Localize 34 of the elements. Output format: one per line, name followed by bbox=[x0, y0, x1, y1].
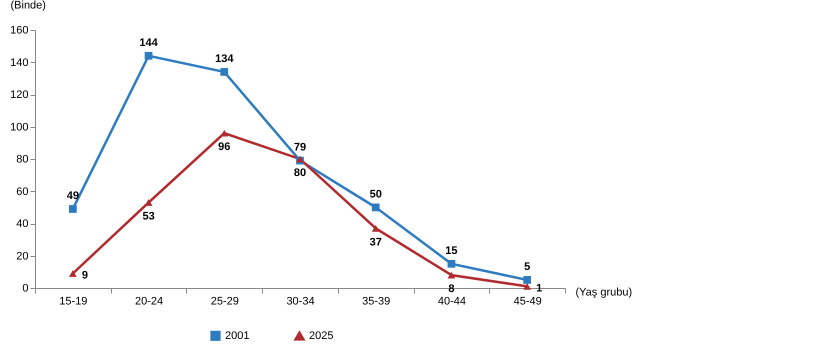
legend-label: 2025 bbox=[309, 330, 334, 342]
y-axis-title: (Binde) bbox=[10, 0, 46, 12]
y-tick-label: 160 bbox=[10, 24, 28, 36]
x-tick-label: 35-39 bbox=[362, 296, 390, 308]
data-label: 50 bbox=[370, 188, 382, 200]
data-label: 80 bbox=[294, 167, 306, 179]
legend-label: 2001 bbox=[225, 330, 250, 342]
y-tick-label: 140 bbox=[10, 56, 28, 69]
data-label: 37 bbox=[370, 236, 382, 248]
x-tick-label: 25-29 bbox=[210, 296, 239, 308]
x-tick-label: 45-49 bbox=[514, 296, 542, 308]
y-tick-label: 60 bbox=[16, 186, 28, 198]
y-tick-label: 80 bbox=[16, 154, 28, 166]
data-label: 96 bbox=[218, 141, 230, 154]
data-label: 15 bbox=[445, 244, 458, 257]
data-label: 134 bbox=[215, 52, 234, 65]
data-label: 144 bbox=[139, 36, 159, 49]
y-tick-label: 0 bbox=[22, 282, 28, 294]
x-tick-label: 15-19 bbox=[59, 296, 88, 308]
data-label: 5 bbox=[524, 260, 530, 273]
data-label: 53 bbox=[142, 210, 155, 223]
data-label: 79 bbox=[294, 142, 306, 154]
x-tick-label: 40-44 bbox=[438, 296, 466, 308]
data-label: 49 bbox=[66, 190, 79, 202]
x-tick-label: 20-24 bbox=[135, 296, 164, 308]
data-label: 8 bbox=[448, 283, 454, 296]
x-axis-title: (Yaş grubu) bbox=[576, 286, 632, 298]
y-tick-label: 100 bbox=[10, 121, 28, 134]
y-tick-label: 40 bbox=[16, 218, 28, 230]
data-label: 9 bbox=[82, 269, 88, 282]
x-tick-label: 30-34 bbox=[286, 296, 315, 308]
data-label: 1 bbox=[536, 282, 542, 294]
y-tick-label: 120 bbox=[10, 89, 28, 101]
y-tick-label: 20 bbox=[16, 250, 28, 262]
